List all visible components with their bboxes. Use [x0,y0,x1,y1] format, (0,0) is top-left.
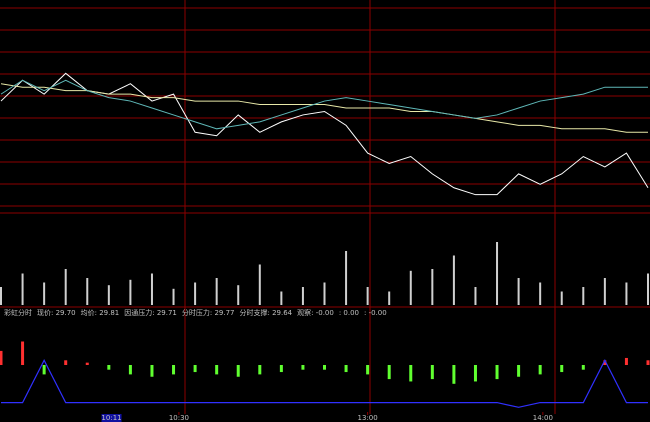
volume-bar [409,270,412,305]
indicator-bar [21,341,25,365]
indicator-bar [517,365,521,377]
indicator-label: 分时支撑: 29.64 [240,308,293,317]
volume-bar [345,251,348,305]
x-tick-label: 10:30 [169,414,189,422]
indicator-bar [215,365,219,375]
price-line [0,79,648,130]
indicator-label: 均价: 29.81 [81,308,120,317]
volume-bar [560,291,563,305]
indicator-bar [452,365,456,384]
indicator-bar [473,365,477,382]
volume-bar [258,264,261,305]
volume-bar [129,279,132,305]
volume-bar [496,242,499,305]
indicator-bar [236,365,240,377]
volume-bar [323,282,326,305]
volume-bar [517,278,520,305]
indicator-line [1,358,648,408]
indicator-bar [430,365,434,380]
indicator-bar [560,365,564,373]
indicator-bar [107,365,111,370]
indicator-bar [42,365,46,375]
indicator-label: 彩虹分时 [4,308,32,317]
indicator-bar [624,357,628,365]
volume-bar [237,285,240,305]
volume-bar [194,282,197,305]
indicator-label: 分时压力: 29.77 [182,308,235,317]
volume-bar [388,291,391,305]
volume-bar [452,255,455,305]
indicator-bar [366,365,370,375]
indicator-bar [538,365,542,375]
indicator-label: : 0.00 [339,309,359,317]
indicator-bar [603,360,607,365]
indicator-label: 现价: 29.70 [37,309,76,317]
indicator-bar [323,365,326,370]
indicator-bar [409,365,413,382]
indicator-bar [150,365,154,377]
volume-bar [539,282,542,305]
cursor-box [101,414,122,422]
indicator-label: 观察: -0.00 [297,308,334,317]
indicator-bar [172,365,176,375]
indicator-label: 因通压力: 29.71 [124,308,177,317]
volume-bar [301,287,304,305]
indicator-bar [646,360,650,365]
x-tick-label: 14:00 [533,414,553,422]
volume-bar [280,291,283,305]
indicator-bar [128,365,132,375]
indicator-bar [85,362,89,365]
volume-bar [647,273,649,305]
cursor-label: 10:11 [101,414,121,422]
indicator-bar [258,365,262,375]
indicator-bar [193,365,197,373]
volume-bar [603,278,606,305]
volume-bar [150,273,153,305]
volume-bar [582,287,585,305]
indicator-bar [301,365,305,370]
indicator-bar [0,350,3,365]
volume-bar [215,278,218,305]
indicator-bar [387,365,391,380]
volume-bar [43,282,46,305]
volume-bar [107,285,110,305]
volume-bar [431,269,434,305]
indicator-bar [495,365,499,380]
indicator-bar [344,365,348,373]
volume-bar [0,287,2,305]
volume-bar [625,282,628,305]
indicator-label: : -0.00 [364,309,387,317]
indicator-bar [64,360,68,365]
volume-bar [86,278,89,305]
indicator-bar [279,365,283,373]
volume-bar [21,273,24,305]
volume-bar [366,287,369,305]
indicator-bar [581,365,585,370]
price-line [0,83,648,133]
volume-bar [64,269,67,305]
volume-bar [172,288,175,305]
volume-bar [474,287,477,305]
x-tick-label: 13:00 [358,414,378,422]
